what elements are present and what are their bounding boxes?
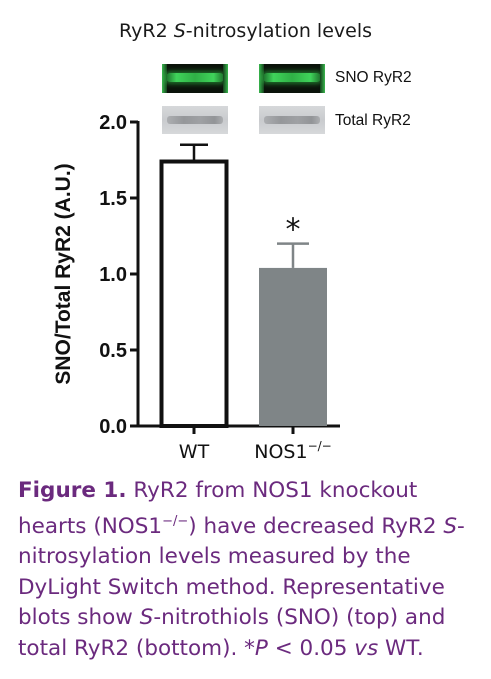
y-tick-label-4: 2.0: [99, 112, 127, 134]
chart-title-prefix: RyR2: [118, 20, 174, 42]
y-tick-label-0: 0.0: [99, 416, 127, 438]
caption-text-1: RyR2 from NOS1 knockout hearts (NOS1: [18, 478, 418, 539]
chart-title-suffix: -nitrosylation levels: [185, 20, 373, 42]
caption-italic-3: *P: [244, 635, 268, 661]
bar-0: [159, 159, 229, 429]
blot-sno-wt: [162, 64, 228, 93]
caption-text-4: -nitrothiols (SNO) (top) and total RyR2 …: [18, 605, 446, 661]
significance-asterisk: *: [286, 213, 301, 248]
y-tick-label-3: 1.5: [99, 188, 127, 210]
bar-1: [259, 267, 327, 426]
caption-label: Figure 1.: [18, 478, 127, 503]
x-tick-label-0: WT: [179, 441, 210, 463]
caption-text-3: -nitrosylation levels measured by the Dy…: [18, 513, 465, 631]
blot-total-nos1: [259, 106, 325, 134]
x-tick-label-1: NOS1−/−: [254, 439, 331, 463]
figure-caption: Figure 1. RyR2 from NOS1 knockout hearts…: [18, 476, 480, 664]
caption-italic-1: S: [443, 513, 458, 539]
blot-sno-nos1: [259, 64, 325, 93]
caption-italic-2: S: [139, 605, 154, 631]
blot-total-label: Total RyR2: [335, 112, 411, 129]
caption-text-5: < 0.05: [267, 635, 355, 661]
caption-sup-1: −/−: [162, 513, 189, 529]
y-tick-label-1: 0.5: [99, 340, 127, 362]
bar-chart: 0.0 0.5 1.0 1.5 2.0 * WT NOS1−/−: [99, 112, 340, 463]
blot-sno-label: SNO RyR2: [335, 69, 412, 86]
caption-italic-4: vs: [354, 635, 379, 661]
y-axis-label: SNO/Total RyR2 (A.U.): [52, 163, 75, 385]
blot-total-wt: [162, 106, 228, 134]
chart-title: RyR2 S-nitrosylation levels: [0, 20, 491, 42]
caption-text-6: WT.: [378, 635, 424, 661]
chart-title-italic: S: [173, 20, 186, 42]
caption-text-2: ) have decreased RyR2: [188, 513, 444, 539]
y-tick-label-2: 1.0: [99, 264, 127, 286]
